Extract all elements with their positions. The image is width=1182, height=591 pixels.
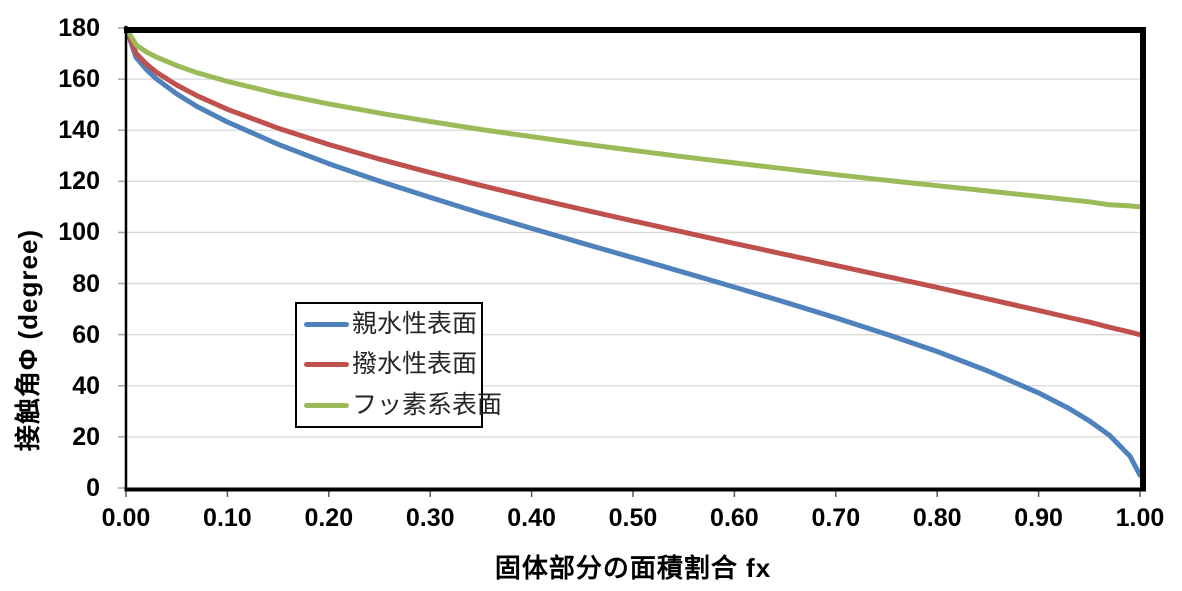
- legend-label: 撥水性表面: [352, 350, 478, 379]
- x-axis-title: 固体部分の面積割合 fx: [494, 553, 772, 583]
- legend-item: フッ素系表面: [297, 386, 502, 425]
- x-tick-label: 0.90: [1014, 504, 1063, 532]
- y-tick-label: 80: [72, 269, 100, 298]
- y-tick-label: 120: [58, 167, 100, 196]
- legend-line-swatch: [304, 362, 349, 368]
- series-line-1: [123, 25, 1143, 478]
- y-tick-label: 60: [72, 320, 100, 349]
- y-tick-label: 100: [58, 218, 100, 247]
- x-tick-label: 0.30: [405, 504, 455, 532]
- legend-line-swatch: [304, 403, 349, 409]
- legend-item: 親水性表面: [297, 305, 481, 344]
- legend-line-swatch: [304, 321, 349, 327]
- x-tick-label: 0.00: [101, 504, 151, 532]
- x-tick-label: 0.10: [203, 504, 252, 532]
- y-tick-label: 180: [58, 14, 100, 42]
- legend: 親水性表面撥水性表面フッ素系表面: [295, 302, 502, 428]
- y-tick-label: 140: [58, 116, 100, 145]
- y-tick-label: 40: [72, 371, 100, 400]
- y-tick-label: 0: [86, 474, 100, 502]
- series-line-2: [123, 25, 1143, 338]
- x-tick-label: 1.00: [1115, 504, 1165, 532]
- x-tick-label: 0.70: [811, 504, 861, 532]
- series-line-3: [123, 25, 1143, 210]
- x-tick-label: 0.50: [608, 504, 658, 532]
- x-tick-label: 0.40: [507, 504, 556, 532]
- y-tick-label: 160: [58, 65, 100, 94]
- legend-label: 親水性表面: [352, 309, 478, 338]
- legend-item: 撥水性表面: [297, 345, 481, 384]
- y-tick-label: 20: [72, 422, 100, 451]
- x-tick-label: 0.20: [304, 504, 354, 532]
- legend-label: フッ素系表面: [352, 391, 503, 420]
- x-tick-label: 0.60: [710, 504, 759, 532]
- x-tick-label: 0.80: [912, 504, 962, 532]
